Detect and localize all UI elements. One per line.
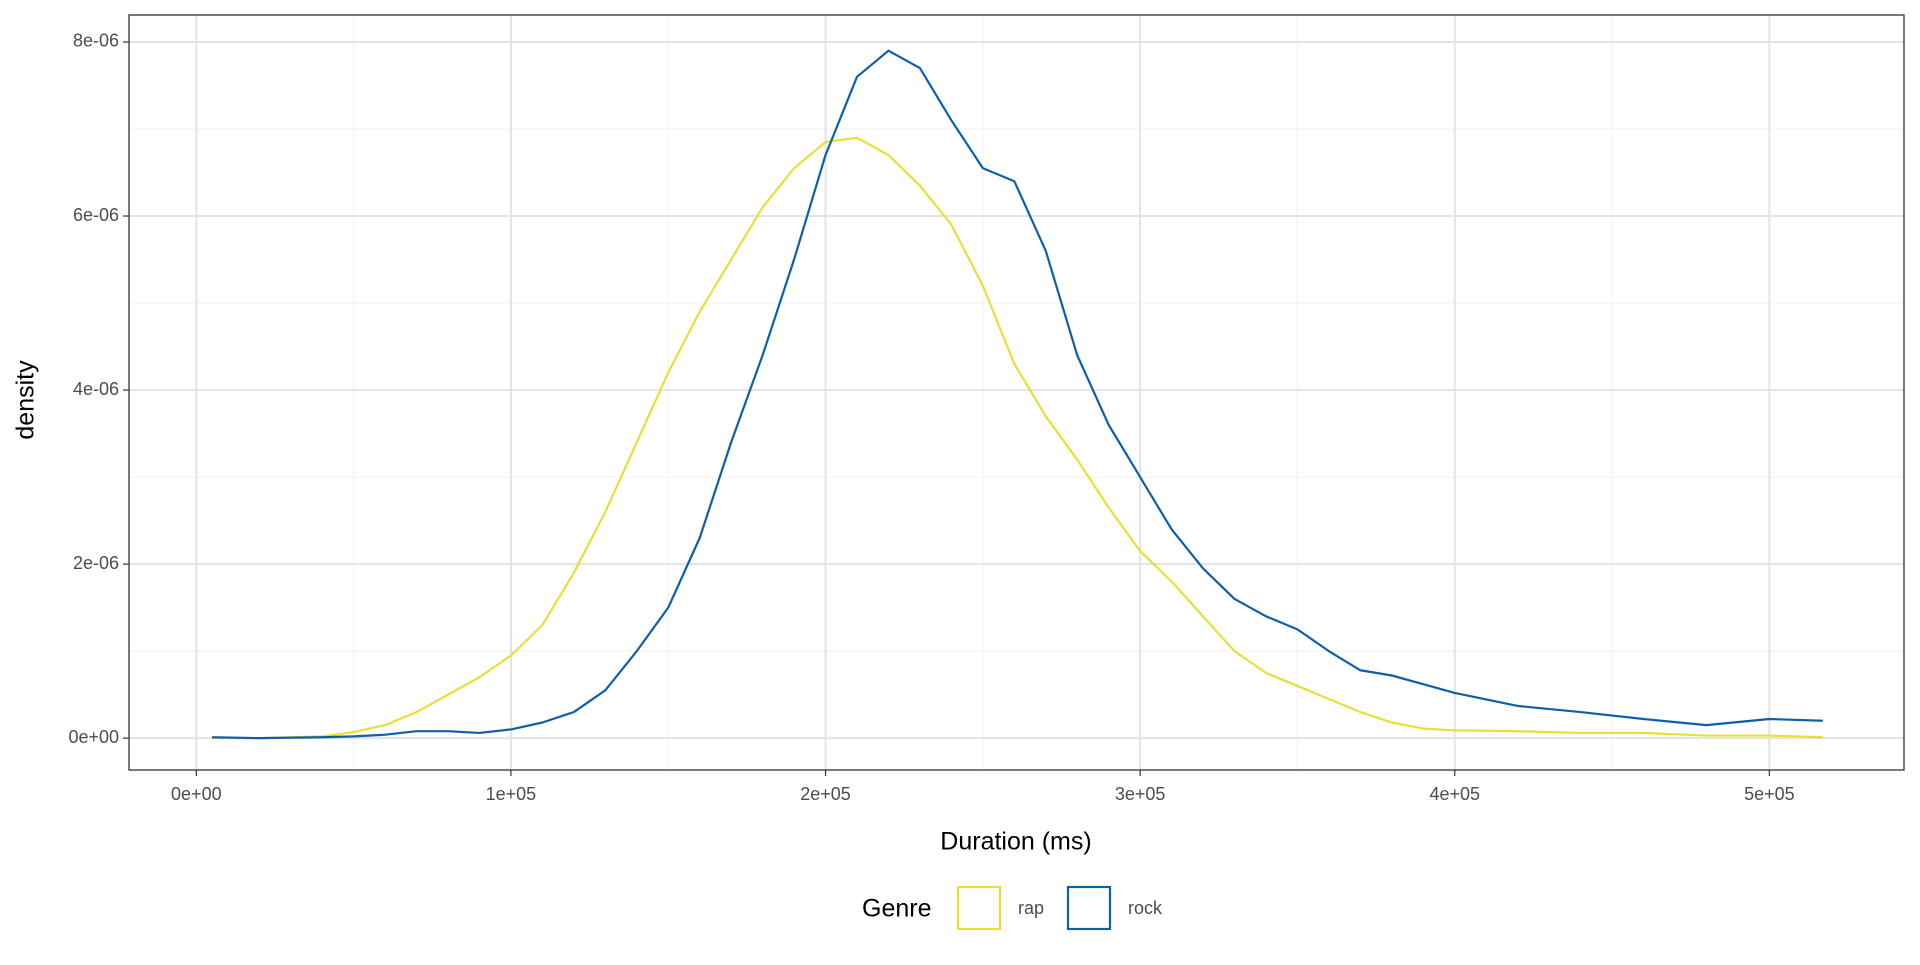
legend-key xyxy=(1066,885,1112,931)
x-tick-label: 0e+00 xyxy=(171,784,222,804)
y-tick-label: 0e+00 xyxy=(68,727,119,747)
y-tick-label: 6e-06 xyxy=(73,205,119,225)
density-line xyxy=(212,49,1823,740)
legend-label: rap xyxy=(1018,898,1044,918)
density-line xyxy=(212,136,1823,740)
y-tick-label: 4e-06 xyxy=(73,379,119,399)
y-tick-label: 2e-06 xyxy=(73,553,119,573)
y-tick-label: 8e-06 xyxy=(73,31,119,51)
x-tick-label: 5e+05 xyxy=(1744,784,1795,804)
legend-title: Genre xyxy=(862,895,931,923)
x-tick-label: 4e+05 xyxy=(1429,784,1480,804)
legend-key xyxy=(956,885,1002,931)
x-tick-label: 2e+05 xyxy=(800,784,851,804)
plot-border xyxy=(128,14,1905,771)
x-axis-title: Duration (ms) xyxy=(940,828,1091,856)
x-tick-label: 3e+05 xyxy=(1115,784,1166,804)
legend-label: rock xyxy=(1128,898,1163,918)
x-tick-label: 1e+05 xyxy=(486,784,537,804)
y-axis-title: density xyxy=(12,360,40,440)
